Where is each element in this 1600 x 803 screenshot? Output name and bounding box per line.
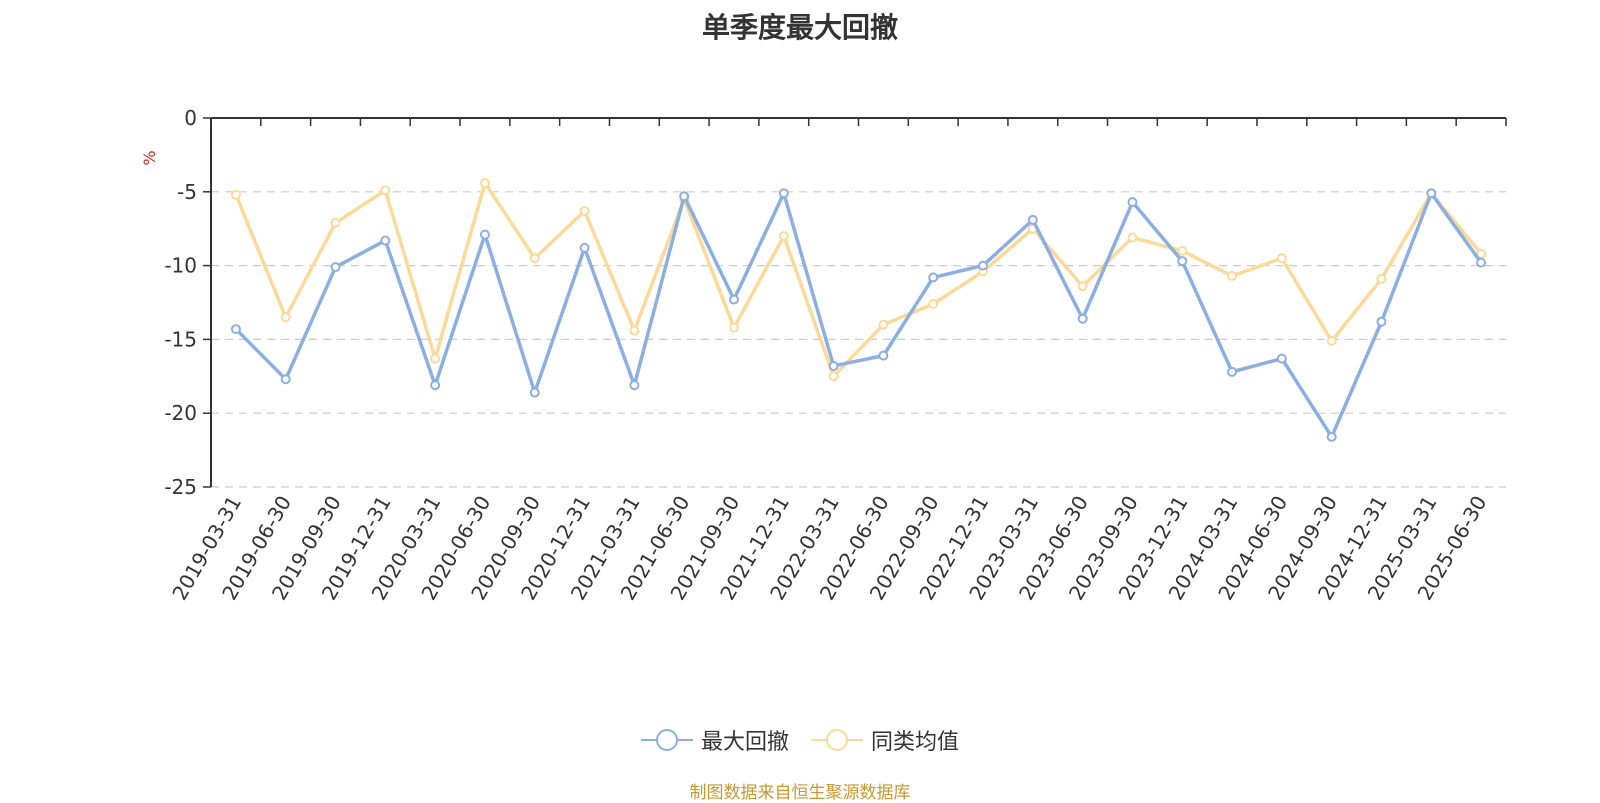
data-point: [330, 217, 341, 228]
data-point: [828, 371, 839, 382]
series-lines: [230, 177, 1487, 442]
data-point: [1127, 232, 1138, 243]
data-point: [928, 272, 939, 283]
legend-swatch-peer-average: [811, 729, 863, 751]
chart-title: 单季度最大回撤: [701, 11, 898, 44]
data-point: [878, 319, 889, 330]
y-tick-label: -10: [164, 254, 197, 278]
series-line-0: [234, 191, 1483, 439]
data-point: [1177, 245, 1188, 256]
data-point: [679, 191, 690, 202]
data-point: [1227, 270, 1238, 281]
data-point: [629, 325, 640, 336]
data-point: [579, 205, 590, 216]
data-point: [380, 185, 391, 196]
data-point: [878, 350, 889, 361]
data-point: [529, 253, 540, 264]
data-point: [1326, 335, 1337, 346]
data-point: [230, 189, 241, 200]
data-point: [1426, 188, 1437, 199]
axes: [203, 117, 1507, 488]
data-point: [778, 188, 789, 199]
data-point: [978, 260, 989, 271]
legend-item-peer-average[interactable]: 同类均值: [811, 724, 959, 756]
data-point: [430, 353, 441, 364]
data-point: [1376, 273, 1387, 284]
data-point: [1326, 431, 1337, 442]
data-point: [529, 387, 540, 398]
data-point: [380, 235, 391, 246]
data-point: [629, 380, 640, 391]
data-point: [1376, 316, 1387, 327]
y-unit-label: %: [140, 150, 159, 165]
tick-labels: 0-5-10-15-20-25%2019-03-312019-06-302019…: [140, 106, 1491, 604]
data-point: [1227, 366, 1238, 377]
y-tick-label: -25: [164, 475, 197, 499]
data-point: [1276, 253, 1287, 264]
data-point: [1127, 197, 1138, 208]
data-point: [230, 324, 241, 335]
legend-label-max-drawdown: 最大回撤: [700, 730, 789, 755]
data-point: [330, 262, 341, 273]
data-point: [579, 242, 590, 253]
legend: 最大回撤 同类均值: [0, 722, 1600, 758]
legend-item-max-drawdown[interactable]: 最大回撤: [640, 724, 789, 756]
y-tick-label: -20: [164, 401, 197, 425]
data-point: [728, 294, 739, 305]
legend-label-peer-average: 同类均值: [871, 730, 960, 755]
series-line-1: [234, 181, 1483, 379]
data-point: [728, 322, 739, 333]
data-point: [280, 312, 291, 323]
data-point: [928, 298, 939, 309]
legend-swatch-max-drawdown: [640, 729, 693, 751]
data-point: [1027, 214, 1038, 225]
data-point: [479, 177, 490, 188]
data-point: [1276, 353, 1287, 364]
data-point: [1476, 257, 1487, 268]
y-tick-label: 0: [184, 106, 197, 130]
data-point: [828, 360, 839, 371]
grid-lines: [211, 191, 1506, 488]
data-point: [1177, 256, 1188, 267]
data-point: [1077, 281, 1088, 292]
y-tick-label: -5: [177, 180, 197, 204]
data-point: [280, 374, 291, 385]
data-point: [430, 380, 441, 391]
data-point: [1077, 313, 1088, 324]
data-point: [479, 229, 490, 240]
data-point: [778, 231, 789, 242]
source-note: 制图数据来自恒生聚源数据库: [689, 783, 911, 803]
y-tick-label: -15: [164, 327, 197, 351]
